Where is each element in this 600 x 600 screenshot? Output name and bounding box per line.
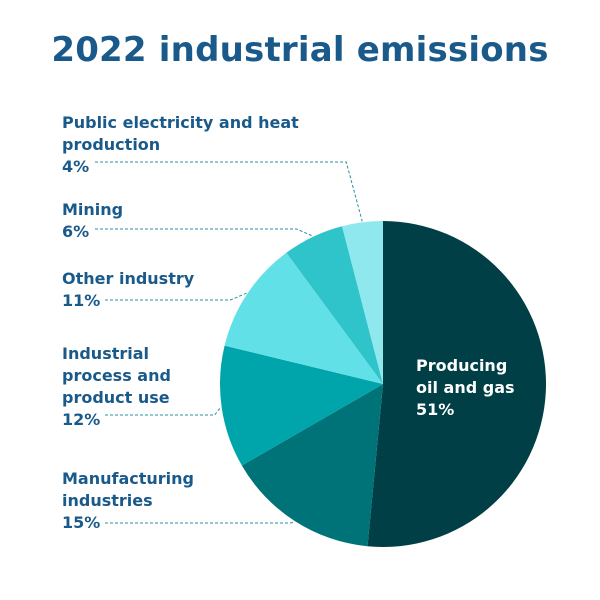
- slice-label-value: 15%: [62, 513, 101, 532]
- slice-label-manufacturing: Manufacturing industries 15%: [62, 468, 212, 534]
- leader-line-1: [105, 521, 295, 524]
- slice-label-name: Mining: [62, 200, 124, 219]
- slice-label-public-electricity: Public electricity and heat production 4…: [62, 112, 302, 178]
- pie-slice-3: [224, 252, 383, 384]
- chart-title: 2022 industrial emissions: [51, 30, 549, 70]
- pie-slice-2: [220, 345, 383, 466]
- leader-line-4: [95, 228, 313, 237]
- slice-label-name: Other industry: [62, 269, 195, 288]
- slice-label-value: 6%: [62, 222, 90, 241]
- pie-slice-5: [342, 221, 383, 384]
- slice-label-industrial-process: Industrial process and product use 12%: [62, 343, 192, 431]
- slice-label-name: Public electricity and heat production: [62, 113, 299, 154]
- pie-slice-4: [286, 226, 383, 384]
- slice-label-value: 4%: [62, 157, 90, 176]
- pie-slice-0: [367, 221, 547, 547]
- slice-label-value: 11%: [62, 291, 101, 310]
- pie-slice-1: [241, 384, 383, 547]
- slice-label-value: 12%: [62, 410, 101, 429]
- slice-label-producing-oil-and-gas: Producing oil and gas 51%: [416, 355, 526, 421]
- leader-line-5: [95, 161, 363, 222]
- slice-label-other-industry: Other industry 11%: [62, 268, 302, 312]
- leader-line-3: [105, 292, 247, 301]
- leader-line-2: [105, 407, 222, 416]
- slice-label-value: 51%: [416, 400, 455, 419]
- slice-label-mining: Mining 6%: [62, 199, 302, 243]
- slice-label-name: Manufacturing industries: [62, 469, 194, 510]
- slice-label-name: Producing oil and gas: [416, 356, 515, 397]
- slice-label-name: Industrial process and product use: [62, 344, 171, 407]
